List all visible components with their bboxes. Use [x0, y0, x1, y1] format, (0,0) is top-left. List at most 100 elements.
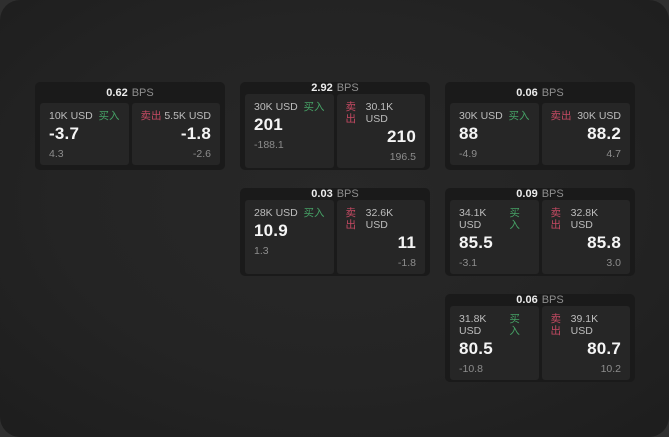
sell-meta-row: 卖出 30K USD: [551, 110, 622, 122]
buy-price: 80.5: [459, 339, 493, 358]
spread-unit-label: BPS: [131, 86, 154, 99]
quote-body: 28K USD 买入 10.9 1.3 卖出 32.6K USD 11 -1.8: [240, 200, 430, 276]
buy-label: 买入: [303, 207, 325, 219]
buy-change: -188.1: [254, 139, 284, 151]
sell-label: 卖出: [550, 110, 572, 122]
buy-meta-row: 30K USD 买入: [459, 110, 530, 122]
buy-label: 买入: [98, 110, 120, 122]
sell-change: 196.5: [389, 151, 416, 163]
quote-body: 34.1K USD 买入 85.5 -3.1 卖出 32.8K USD 85.8…: [445, 200, 635, 276]
quote-card: 0.09 BPS 34.1K USD 买入 85.5 -3.1 卖出 32.8K…: [445, 188, 635, 276]
buy-price: 85.5: [459, 233, 493, 252]
quote-card: 0.06 BPS 31.8K USD 买入 80.5 -10.8 卖出 39.1…: [445, 294, 635, 382]
sell-change: 3.0: [606, 257, 621, 269]
buy-panel[interactable]: 34.1K USD 买入 85.5 -3.1: [450, 200, 539, 274]
spread-header: 0.06 BPS: [445, 82, 635, 103]
sell-panel[interactable]: 卖出 5.5K USD -1.8 -2.6: [131, 103, 220, 165]
quote-card: 0.62 BPS 10K USD 买入 -3.7 4.3 卖出 5.5K USD: [35, 82, 225, 170]
spread-value: 0.06: [516, 294, 538, 306]
sell-size: 39.1K USD: [570, 313, 599, 337]
spread-header: 0.62 BPS: [35, 82, 225, 103]
sell-panel[interactable]: 卖出 30.1K USD 210 196.5: [336, 94, 425, 168]
sell-price: 85.8: [587, 233, 621, 252]
buy-size: 30K USD: [254, 101, 298, 113]
sell-label: 卖出: [550, 313, 562, 337]
sell-meta-row: 卖出 32.8K USD: [551, 207, 622, 231]
sell-panel[interactable]: 卖出 32.8K USD 85.8 3.0: [541, 200, 630, 274]
sell-change: -1.8: [397, 257, 416, 269]
sell-size: 30K USD: [577, 110, 621, 122]
spread-header: 0.09 BPS: [445, 188, 635, 200]
buy-size: 30K USD: [459, 110, 503, 122]
quote-card-grid: 0.62 BPS 10K USD 买入 -3.7 4.3 卖出 5.5K USD: [35, 82, 635, 382]
sell-label: 卖出: [550, 207, 562, 231]
sell-change: -2.6: [192, 148, 211, 160]
buy-meta-row: 31.8K USD 买入: [459, 313, 530, 337]
spread-value: 0.09: [516, 188, 538, 200]
buy-size: 28K USD: [254, 207, 298, 219]
buy-change: -3.1: [459, 257, 478, 269]
sell-panel[interactable]: 卖出 30K USD 88.2 4.7: [541, 103, 630, 165]
spread-header: 0.03 BPS: [240, 188, 430, 200]
quote-card: 2.92 BPS 30K USD 买入 201 -188.1 卖出 30.1K …: [240, 82, 430, 170]
buy-change: -10.8: [459, 363, 483, 375]
buy-panel[interactable]: 28K USD 买入 10.9 1.3: [245, 200, 334, 274]
sell-panel[interactable]: 卖出 32.6K USD 11 -1.8: [336, 200, 425, 274]
quote-card: 0.06 BPS 30K USD 买入 88 -4.9 卖出 30K USD: [445, 82, 635, 170]
quote-body: 30K USD 买入 201 -188.1 卖出 30.1K USD 210 1…: [240, 94, 430, 170]
buy-label: 买入: [303, 101, 325, 113]
sell-price: 88.2: [587, 124, 621, 143]
sell-price: 80.7: [587, 339, 621, 358]
sell-label: 卖出: [345, 101, 357, 125]
sell-change: 10.2: [600, 363, 621, 375]
sell-meta-row: 卖出 5.5K USD: [141, 110, 212, 122]
buy-change: -4.9: [459, 148, 478, 160]
sell-size: 32.8K USD: [570, 207, 599, 231]
buy-size: 34.1K USD: [459, 207, 487, 231]
buy-panel[interactable]: 30K USD 买入 88 -4.9: [450, 103, 539, 165]
sell-meta-row: 卖出 39.1K USD: [551, 313, 622, 337]
buy-label: 买入: [509, 207, 520, 231]
spread-value: 0.06: [516, 86, 538, 99]
buy-label: 买入: [509, 313, 520, 337]
buy-panel[interactable]: 30K USD 买入 201 -188.1: [245, 94, 334, 168]
spread-value: 0.62: [106, 86, 128, 99]
sell-price: 210: [387, 127, 416, 146]
sell-size: 5.5K USD: [164, 110, 211, 122]
sell-label: 卖出: [140, 110, 162, 122]
spread-unit-label: BPS: [541, 294, 564, 306]
spread-unit-label: BPS: [541, 188, 564, 200]
buy-price: 10.9: [254, 221, 288, 240]
buy-change: 1.3: [254, 245, 269, 257]
spread-unit-label: BPS: [336, 82, 359, 94]
buy-meta-row: 30K USD 买入: [254, 101, 325, 113]
buy-meta-row: 10K USD 买入: [49, 110, 120, 122]
sell-meta-row: 卖出 32.6K USD: [346, 207, 417, 231]
buy-price: 88: [459, 124, 479, 143]
buy-price: 201: [254, 115, 283, 134]
sell-price: 11: [397, 233, 416, 252]
buy-price: -3.7: [49, 124, 80, 143]
quote-body: 10K USD 买入 -3.7 4.3 卖出 5.5K USD -1.8 -2.…: [35, 103, 225, 170]
buy-size: 10K USD: [49, 110, 93, 122]
spread-unit-label: BPS: [541, 86, 564, 99]
spread-value: 2.92: [311, 82, 333, 94]
spread-value: 0.03: [311, 188, 333, 200]
sell-panel[interactable]: 卖出 39.1K USD 80.7 10.2: [541, 306, 630, 380]
buy-meta-row: 28K USD 买入: [254, 207, 325, 219]
buy-size: 31.8K USD: [459, 313, 487, 337]
sell-meta-row: 卖出 30.1K USD: [346, 101, 417, 125]
spread-header: 0.06 BPS: [445, 294, 635, 306]
spread-unit-label: BPS: [336, 188, 359, 200]
spread-header: 2.92 BPS: [240, 82, 430, 94]
sell-size: 32.6K USD: [365, 207, 394, 231]
buy-meta-row: 34.1K USD 买入: [459, 207, 530, 231]
buy-label: 买入: [508, 110, 530, 122]
quote-body: 30K USD 买入 88 -4.9 卖出 30K USD 88.2 4.7: [445, 103, 635, 170]
buy-panel[interactable]: 10K USD 买入 -3.7 4.3: [40, 103, 129, 165]
buy-change: 4.3: [49, 148, 64, 160]
quote-body: 31.8K USD 买入 80.5 -10.8 卖出 39.1K USD 80.…: [445, 306, 635, 382]
sell-price: -1.8: [180, 124, 211, 143]
buy-panel[interactable]: 31.8K USD 买入 80.5 -10.8: [450, 306, 539, 380]
